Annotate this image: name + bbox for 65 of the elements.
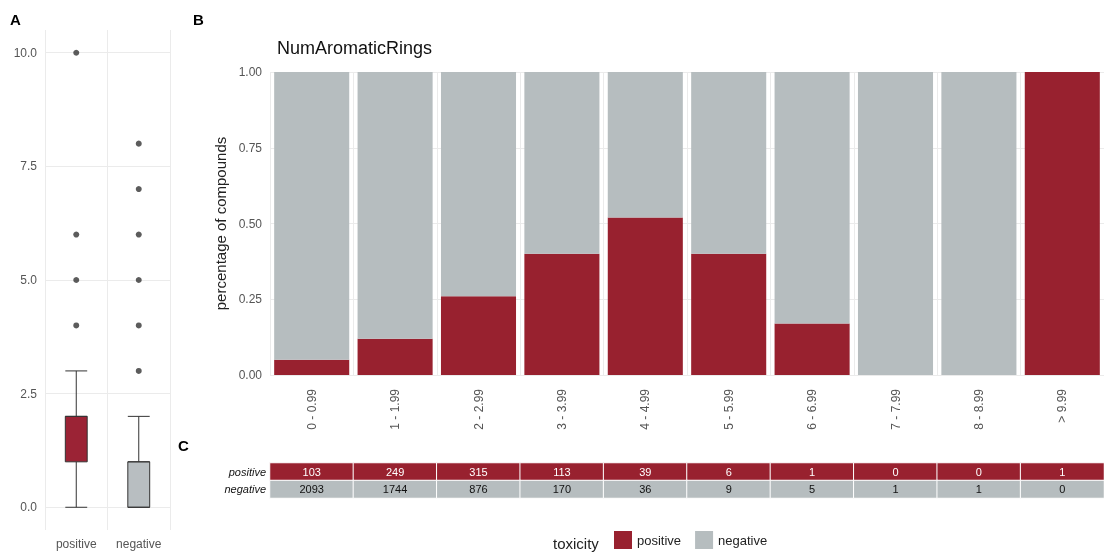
y-tick-label: 0.50 bbox=[238, 216, 263, 231]
bar bbox=[440, 296, 517, 375]
x-tick-label: 3 - 3.99 bbox=[554, 388, 569, 430]
data-label: 1 bbox=[975, 483, 982, 496]
data-label: 0 bbox=[975, 465, 982, 478]
bar bbox=[691, 72, 767, 254]
legend-title: toxicity bbox=[553, 535, 600, 552]
x-tick-label: 4 - 4.99 bbox=[638, 388, 653, 430]
bar bbox=[691, 253, 767, 375]
chart-title: NumAromaticRings bbox=[277, 38, 433, 58]
y-tick-label: 1.00 bbox=[238, 65, 263, 79]
bar bbox=[274, 359, 350, 375]
y-tick-label: 10.0 bbox=[13, 45, 38, 60]
bar bbox=[607, 217, 683, 375]
data-label: 249 bbox=[385, 465, 405, 478]
data-label: 39 bbox=[639, 465, 652, 478]
y-tick-label: 5.0 bbox=[20, 273, 38, 287]
data-label: 1 bbox=[892, 483, 899, 496]
bar bbox=[440, 72, 517, 297]
x-tick-label: 1 - 1.99 bbox=[388, 388, 403, 430]
data-label: 1 bbox=[809, 465, 816, 478]
data-label: 6 bbox=[725, 465, 732, 478]
y-tick-label: negative bbox=[224, 483, 266, 496]
data-label: 170 bbox=[552, 483, 572, 496]
bar bbox=[607, 72, 683, 218]
x-tick-label: 8 - 8.99 bbox=[971, 388, 986, 430]
data-label: 113 bbox=[553, 465, 571, 478]
data-label: 2093 bbox=[299, 483, 324, 496]
bar bbox=[274, 72, 350, 360]
bar bbox=[857, 72, 934, 375]
bar bbox=[357, 72, 433, 339]
data-label: 1 bbox=[1059, 465, 1066, 478]
x-tick-label: 2 - 2.99 bbox=[471, 388, 486, 430]
y-tick-label: 0.75 bbox=[238, 140, 263, 155]
data-label: 9 bbox=[725, 483, 732, 496]
y-tick-label: 2.5 bbox=[20, 386, 38, 401]
y-axis-title: percentage of compounds bbox=[211, 136, 229, 311]
data-label: 103 bbox=[302, 465, 321, 478]
x-tick-label: 7 - 7.99 bbox=[888, 388, 903, 430]
y-tick-label: 0.25 bbox=[238, 292, 263, 307]
y-tick-label: positive bbox=[227, 465, 266, 478]
y-tick-label: 0.00 bbox=[238, 368, 263, 382]
data-label: 5 bbox=[809, 483, 816, 496]
x-tick-label: 0 - 0.99 bbox=[304, 388, 319, 430]
bar bbox=[1024, 72, 1100, 375]
x-tick-label: > 9.99 bbox=[1055, 388, 1070, 423]
text: C bbox=[178, 437, 189, 454]
bar bbox=[774, 72, 850, 324]
bar bbox=[774, 323, 850, 375]
data-label: 0 bbox=[1059, 483, 1066, 496]
y-tick-label: 7.5 bbox=[20, 159, 38, 174]
bar bbox=[941, 72, 1017, 375]
text: B bbox=[193, 11, 204, 28]
bar bbox=[524, 72, 600, 254]
x-tick-label: 5 - 5.99 bbox=[721, 388, 736, 430]
data-label: 1744 bbox=[382, 483, 408, 496]
x-tick-label: 6 - 6.99 bbox=[805, 388, 820, 430]
bar bbox=[357, 338, 433, 375]
bar bbox=[524, 253, 600, 375]
data-label: 0 bbox=[892, 465, 899, 478]
data-label: 36 bbox=[639, 483, 652, 496]
text: A bbox=[10, 11, 21, 28]
y-tick-label: 0.0 bbox=[20, 500, 38, 515]
data-label: 315 bbox=[469, 465, 488, 478]
data-label: 876 bbox=[469, 483, 488, 496]
